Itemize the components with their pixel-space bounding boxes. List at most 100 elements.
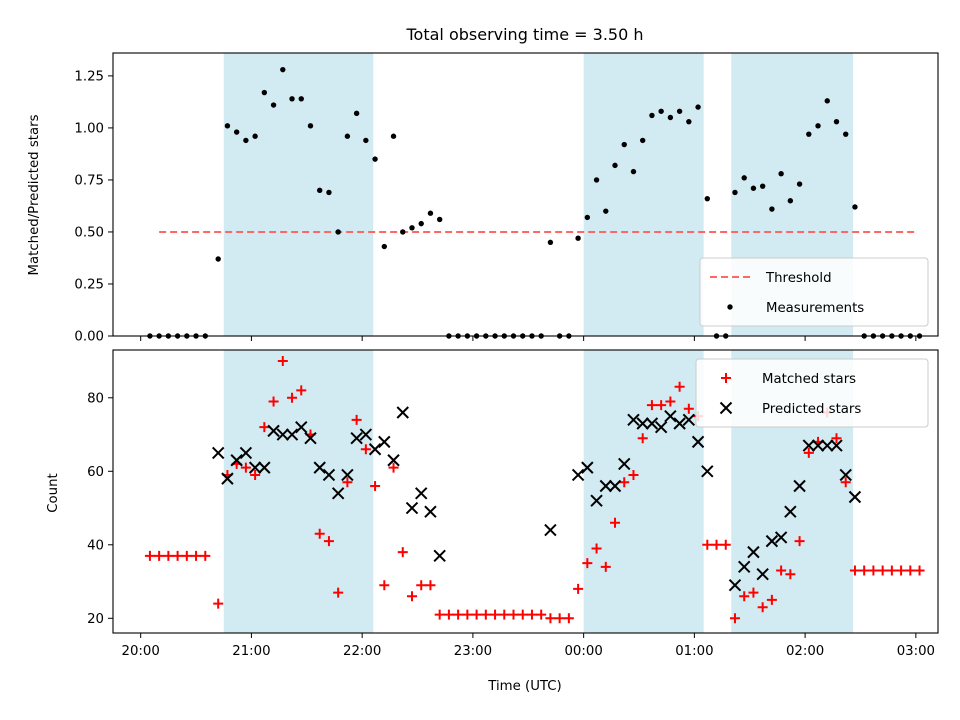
- matched-star-point: [859, 565, 870, 576]
- measurement-point: [741, 175, 747, 181]
- bottom-legend-box: [695, 358, 929, 428]
- measurement-point: [833, 118, 840, 125]
- predicted-star-point: [811, 439, 825, 452]
- legend-predicted-swatch: [719, 401, 733, 415]
- predicted-star-point: [267, 424, 280, 438]
- predicted-star-point: [396, 406, 409, 419]
- measurement-point: [233, 129, 240, 135]
- matched-star-point: [462, 609, 473, 620]
- measurement-point: [769, 206, 775, 212]
- matched-star-point: [729, 613, 740, 624]
- measurement-point: [381, 243, 388, 250]
- matched-star-point: [868, 565, 879, 576]
- matched-star-point: [200, 550, 211, 561]
- matched-star-point: [849, 565, 860, 576]
- measurement-point: [593, 177, 600, 183]
- measurement-point: [409, 225, 415, 231]
- bottom-y-tick-label: 20: [87, 612, 104, 627]
- x-tick-label: 23:00: [454, 644, 492, 659]
- predicted-star-point: [645, 417, 659, 430]
- matched-star-point: [351, 414, 362, 425]
- measurement-point: [224, 123, 231, 129]
- measurement-point: [815, 123, 821, 129]
- matched-star-point: [323, 536, 334, 547]
- measurement-point: [806, 131, 812, 137]
- predicted-star-point: [544, 523, 557, 537]
- legend-label: Threshold: [765, 271, 832, 286]
- measurement-point: [243, 137, 249, 144]
- matched-star-point: [259, 422, 270, 433]
- measurement-point: [603, 208, 609, 214]
- matched-star-point: [785, 569, 796, 580]
- measurement-point: [843, 131, 849, 137]
- matched-star-point: [637, 433, 648, 444]
- bottom-plot-frame: [112, 349, 939, 634]
- predicted-star-point: [415, 487, 428, 500]
- matched-star-point: [757, 602, 768, 613]
- measurement-point: [261, 89, 268, 96]
- x-tick-label: 01:00: [675, 644, 713, 659]
- matched-star-point: [388, 462, 399, 473]
- predicted-star-point: [433, 549, 446, 563]
- matched-star-point: [545, 613, 556, 624]
- bottom-plot-area: 20 40 60 80 20:00 21:00 22:00 23:00 00:00 01:00 02…: [87, 349, 939, 659]
- predicted-star-point: [239, 446, 253, 460]
- predicted-star-point: [322, 468, 336, 482]
- predicted-star-point: [774, 531, 788, 544]
- top-shaded-interval: [223, 53, 374, 336]
- matched-star-point: [397, 547, 408, 558]
- matched-star-point: [172, 550, 183, 561]
- bottom-y-axis-label: Count: [46, 473, 61, 513]
- matched-star-point: [333, 587, 344, 598]
- matched-star-point: [517, 609, 528, 620]
- matched-star-point: [554, 613, 565, 624]
- measurement-point: [658, 108, 664, 114]
- predicted-star-point: [738, 560, 751, 574]
- matched-star-point: [277, 356, 288, 367]
- matched-star-point: [619, 477, 630, 488]
- top-legend: Threshold Measurements: [699, 257, 929, 327]
- top-y-tick-label: 0.00: [74, 330, 104, 345]
- measurement-point: [612, 162, 618, 169]
- predicted-star-point: [701, 465, 714, 478]
- measurement-point: [372, 156, 378, 162]
- matched-star-point: [416, 580, 427, 591]
- legend-label: Measurements: [766, 301, 864, 316]
- x-axis-label: Time (UTC): [487, 679, 562, 694]
- matched-star-point: [490, 609, 501, 620]
- top-plot-frame: [112, 52, 939, 337]
- top-chart-title: Total observing time = 3.50 h: [405, 25, 643, 44]
- matched-star-point: [628, 469, 639, 480]
- x-tick-label: 02:00: [786, 644, 824, 659]
- matched-star-point: [508, 609, 519, 620]
- top-y-tick-label: 0.75: [74, 173, 104, 188]
- predicted-star-point: [728, 579, 742, 592]
- predicted-star-point: [368, 443, 382, 456]
- measurement-point: [759, 183, 766, 189]
- matched-star-point: [573, 583, 584, 594]
- top-legend-box: [699, 257, 929, 327]
- top-y-tick-label: 1.00: [74, 121, 104, 136]
- predicted-star-point: [581, 461, 594, 474]
- matched-star-point: [453, 609, 464, 620]
- measurement-point: [400, 229, 406, 235]
- measurement-point: [335, 229, 341, 235]
- matched-star-point: [766, 594, 777, 605]
- matched-star-point: [314, 528, 325, 539]
- measurement-point: [778, 170, 784, 177]
- measurement-point: [787, 198, 794, 204]
- predicted-star-point: [248, 461, 262, 474]
- matched-star-point: [425, 580, 436, 591]
- matched-star-point: [154, 550, 165, 561]
- predicted-star-point: [654, 420, 668, 434]
- measurement-point: [344, 133, 351, 139]
- matched-star-point: [656, 400, 667, 411]
- top-y-tick-label: 1.25: [74, 69, 104, 84]
- predicted-star-point: [590, 494, 603, 507]
- matched-star-point: [914, 565, 925, 576]
- x-tick-label: 00:00: [564, 644, 602, 659]
- bottom-y-tick-label: 40: [87, 538, 104, 553]
- measurement-point: [353, 110, 360, 117]
- matched-star-point: [250, 469, 261, 480]
